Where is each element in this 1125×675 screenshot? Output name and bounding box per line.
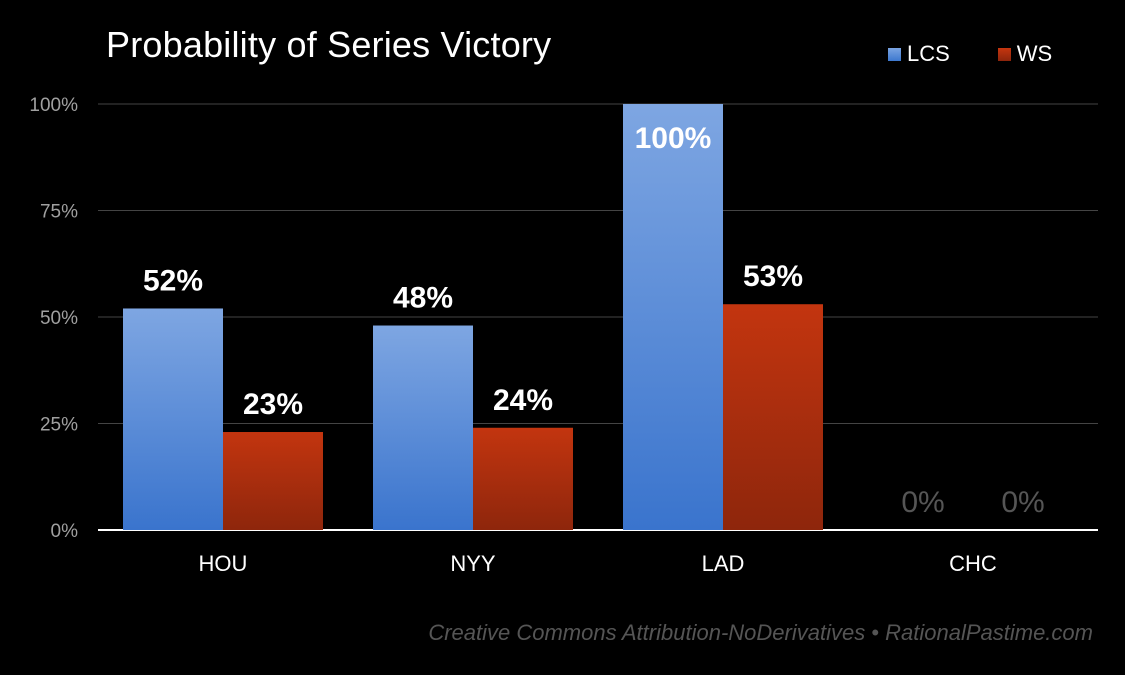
- bars: [123, 104, 823, 530]
- data-label-lcs-nyy: 48%: [393, 282, 453, 315]
- x-category-label: LAD: [702, 551, 745, 576]
- y-tick-label: 25%: [40, 415, 78, 436]
- y-tick-label: 100%: [29, 95, 78, 116]
- y-tick-label: 75%: [40, 202, 78, 223]
- bar-lcs-hou: [123, 308, 223, 530]
- legend-swatch-ws: [997, 47, 1011, 61]
- bar-lcs-lad: [623, 104, 723, 530]
- bar-ws-lad: [723, 304, 823, 530]
- x-category-label: HOU: [199, 551, 248, 576]
- y-tick-label: 50%: [40, 308, 78, 329]
- footer-credit: Creative Commons Attribution-NoDerivativ…: [428, 620, 1093, 645]
- legend-item-ws: WS: [997, 41, 1053, 67]
- chart-legend: LCS WS: [888, 41, 1052, 67]
- y-axis-ticks: 0% 25% 50% 75% 100%: [29, 95, 78, 542]
- x-axis-categories: HOU NYY LAD CHC: [199, 551, 997, 576]
- data-label-ws-nyy: 24%: [493, 384, 553, 417]
- bar-ws-nyy: [473, 427, 573, 530]
- bar-lcs-nyy: [373, 325, 473, 530]
- x-category-label: CHC: [949, 551, 997, 576]
- data-label-lcs-lad: 100%: [635, 122, 712, 155]
- y-tick-label: 0%: [51, 521, 79, 542]
- data-label-ws-hou: 23%: [243, 388, 303, 421]
- data-labels: 52% 23% 48% 24% 100% 53% 0% 0%: [143, 122, 1045, 519]
- x-category-label: NYY: [450, 551, 496, 576]
- chart-title: Probability of Series Victory: [106, 24, 552, 65]
- legend-swatch-lcs: [888, 47, 901, 61]
- data-label-ws-lad: 53%: [743, 260, 803, 293]
- data-label-lcs-chc: 0%: [901, 486, 944, 519]
- legend-label-ws: WS: [1016, 41, 1053, 66]
- legend-label-lcs: LCS: [907, 41, 950, 66]
- legend-item-lcs: LCS: [888, 41, 950, 67]
- bar-ws-hou: [223, 432, 323, 530]
- data-label-ws-chc: 0%: [1001, 486, 1044, 519]
- data-label-lcs-hou: 52%: [143, 264, 203, 297]
